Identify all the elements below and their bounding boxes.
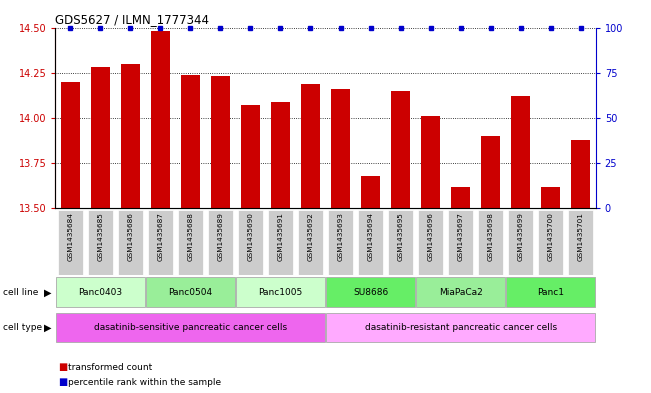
Bar [61, 82, 80, 208]
Text: cell type: cell type [3, 323, 42, 332]
FancyBboxPatch shape [506, 277, 595, 307]
Bar [421, 116, 440, 208]
Text: percentile rank within the sample: percentile rank within the sample [68, 378, 221, 387]
Text: GSM1435692: GSM1435692 [307, 212, 314, 261]
Text: GSM1435690: GSM1435690 [247, 212, 253, 261]
FancyBboxPatch shape [448, 210, 473, 275]
Text: GSM1435698: GSM1435698 [488, 212, 493, 261]
FancyBboxPatch shape [118, 210, 143, 275]
Bar [391, 91, 410, 208]
Text: GSM1435701: GSM1435701 [577, 212, 584, 261]
Bar [451, 187, 470, 208]
Bar [241, 105, 260, 208]
FancyBboxPatch shape [326, 277, 415, 307]
Text: GSM1435686: GSM1435686 [128, 212, 133, 261]
FancyBboxPatch shape [148, 210, 173, 275]
FancyBboxPatch shape [208, 210, 233, 275]
Text: transformed count: transformed count [68, 363, 152, 372]
Text: GSM1435687: GSM1435687 [158, 212, 163, 261]
FancyBboxPatch shape [56, 277, 145, 307]
FancyBboxPatch shape [388, 210, 413, 275]
Bar [571, 140, 590, 208]
Bar [481, 136, 501, 208]
FancyBboxPatch shape [298, 210, 324, 275]
Bar [181, 75, 200, 208]
FancyBboxPatch shape [268, 210, 293, 275]
FancyBboxPatch shape [88, 210, 113, 275]
Text: GDS5627 / ILMN_1777344: GDS5627 / ILMN_1777344 [55, 13, 210, 26]
Text: Panc0403: Panc0403 [78, 288, 122, 297]
Text: ▶: ▶ [44, 287, 52, 298]
FancyBboxPatch shape [416, 277, 505, 307]
Bar [541, 187, 561, 208]
Bar [511, 96, 531, 208]
FancyBboxPatch shape [57, 210, 83, 275]
FancyBboxPatch shape [538, 210, 563, 275]
FancyBboxPatch shape [327, 210, 353, 275]
Text: Panc0504: Panc0504 [169, 288, 212, 297]
FancyBboxPatch shape [238, 210, 263, 275]
Bar [211, 76, 230, 208]
Bar [271, 102, 290, 208]
Text: cell line: cell line [3, 288, 38, 297]
Text: SU8686: SU8686 [353, 288, 388, 297]
Text: GSM1435700: GSM1435700 [547, 212, 553, 261]
FancyBboxPatch shape [358, 210, 383, 275]
Text: GSM1435699: GSM1435699 [518, 212, 523, 261]
Text: dasatinib-sensitive pancreatic cancer cells: dasatinib-sensitive pancreatic cancer ce… [94, 323, 287, 332]
FancyBboxPatch shape [236, 277, 325, 307]
Bar [120, 64, 140, 208]
Text: GSM1435695: GSM1435695 [398, 212, 404, 261]
Bar [331, 89, 350, 208]
Text: GSM1435691: GSM1435691 [277, 212, 283, 261]
Text: GSM1435694: GSM1435694 [368, 212, 374, 261]
Text: ▶: ▶ [44, 323, 52, 333]
Bar [301, 84, 320, 208]
Text: GSM1435689: GSM1435689 [217, 212, 223, 261]
Text: MiaPaCa2: MiaPaCa2 [439, 288, 482, 297]
Bar [361, 176, 380, 208]
Text: GSM1435697: GSM1435697 [458, 212, 464, 261]
FancyBboxPatch shape [146, 277, 235, 307]
FancyBboxPatch shape [178, 210, 203, 275]
Text: Panc1: Panc1 [537, 288, 564, 297]
FancyBboxPatch shape [326, 312, 595, 342]
Text: ■: ■ [59, 377, 68, 387]
Text: GSM1435696: GSM1435696 [428, 212, 434, 261]
Text: GSM1435688: GSM1435688 [187, 212, 193, 261]
FancyBboxPatch shape [508, 210, 533, 275]
FancyBboxPatch shape [56, 312, 325, 342]
FancyBboxPatch shape [418, 210, 443, 275]
Text: GSM1435693: GSM1435693 [337, 212, 344, 261]
Text: GSM1435684: GSM1435684 [67, 212, 74, 261]
FancyBboxPatch shape [478, 210, 503, 275]
Text: Panc1005: Panc1005 [258, 288, 303, 297]
FancyBboxPatch shape [568, 210, 594, 275]
Bar [90, 67, 110, 208]
Text: dasatinib-resistant pancreatic cancer cells: dasatinib-resistant pancreatic cancer ce… [365, 323, 557, 332]
Text: GSM1435685: GSM1435685 [98, 212, 104, 261]
Text: ■: ■ [59, 362, 68, 373]
Bar [150, 31, 170, 208]
